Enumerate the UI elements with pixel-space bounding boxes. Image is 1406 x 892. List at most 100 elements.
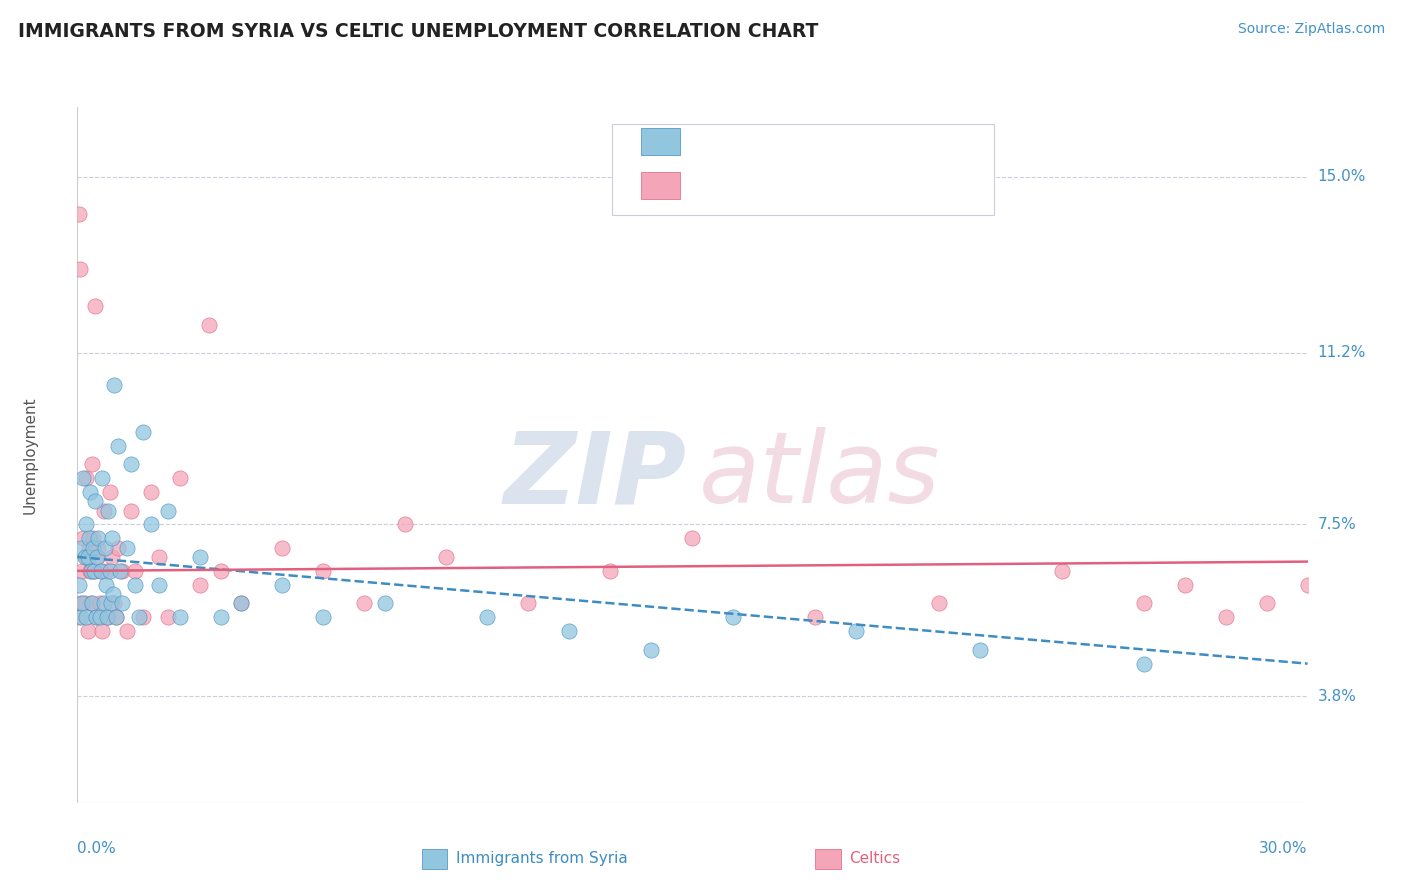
Point [197, 318, 219, 332]
Point [640, 642, 662, 657]
Point [969, 642, 991, 657]
Point [394, 517, 416, 532]
Text: N =: N = [859, 134, 893, 149]
Point [209, 564, 232, 578]
FancyBboxPatch shape [641, 128, 681, 154]
Point [682, 532, 704, 546]
Point [84, 610, 107, 624]
Point [209, 610, 232, 624]
Point [67, 610, 90, 624]
Point [1132, 657, 1154, 671]
Point [105, 610, 128, 624]
Point [67, 207, 90, 221]
Point [231, 596, 253, 610]
Point [517, 596, 540, 610]
Point [70, 564, 93, 578]
Point [83, 300, 105, 314]
Point [271, 541, 294, 555]
Point [79, 485, 101, 500]
Point [128, 610, 150, 624]
Point [156, 610, 179, 624]
Point [1050, 564, 1073, 578]
Point [101, 549, 124, 564]
Point [90, 564, 112, 578]
Point [111, 596, 134, 610]
Point [80, 457, 103, 471]
Point [98, 485, 121, 500]
Point [94, 541, 117, 555]
Point [67, 578, 90, 592]
Text: ZIP: ZIP [503, 427, 686, 524]
Point [98, 564, 121, 578]
Point [75, 549, 97, 564]
Point [374, 596, 396, 610]
Point [156, 503, 179, 517]
FancyBboxPatch shape [641, 172, 681, 199]
Point [115, 624, 138, 639]
Point [1296, 578, 1319, 592]
Point [90, 624, 114, 639]
Point [723, 610, 745, 624]
Point [1132, 596, 1154, 610]
Point [115, 541, 138, 555]
Text: Source: ZipAtlas.com: Source: ZipAtlas.com [1237, 22, 1385, 37]
Point [89, 596, 111, 610]
Point [76, 624, 98, 639]
Point [82, 541, 104, 555]
Point [231, 596, 253, 610]
Text: 0.0%: 0.0% [77, 841, 117, 856]
Point [80, 596, 103, 610]
Point [89, 610, 111, 624]
Point [83, 564, 105, 578]
Point [103, 378, 125, 392]
Point [132, 610, 155, 624]
Point [148, 578, 170, 592]
Point [107, 439, 129, 453]
Point [80, 564, 103, 578]
Point [75, 471, 97, 485]
Point [80, 596, 103, 610]
Text: Immigrants from Syria: Immigrants from Syria [456, 851, 627, 865]
Point [86, 549, 108, 564]
Point [77, 541, 100, 555]
Text: Unemployment: Unemployment [22, 396, 38, 514]
Point [353, 596, 375, 610]
Point [928, 596, 950, 610]
Point [70, 596, 93, 610]
Point [111, 564, 134, 578]
Point [105, 610, 128, 624]
Point [86, 549, 108, 564]
Point [188, 549, 212, 564]
Point [79, 564, 101, 578]
Point [103, 587, 125, 601]
Point [107, 541, 129, 555]
Text: 3.8%: 3.8% [1317, 689, 1357, 704]
Point [169, 610, 191, 624]
Point [76, 549, 98, 564]
Point [94, 578, 117, 592]
Point [93, 596, 115, 610]
Point [845, 624, 868, 639]
Point [90, 471, 114, 485]
Point [94, 564, 117, 578]
Point [77, 532, 100, 546]
Text: 70: 70 [914, 178, 935, 194]
Point [87, 541, 110, 555]
Text: Celtics: Celtics [849, 851, 900, 865]
Point [271, 578, 294, 592]
Point [124, 578, 146, 592]
Text: 30.0%: 30.0% [1260, 841, 1308, 856]
Point [1174, 578, 1197, 592]
Point [83, 564, 105, 578]
Text: 7.5%: 7.5% [1317, 517, 1357, 532]
Point [97, 610, 120, 624]
Point [558, 624, 581, 639]
Point [69, 610, 91, 624]
Text: 58: 58 [914, 134, 935, 149]
Point [100, 596, 122, 610]
Point [73, 549, 96, 564]
Point [599, 564, 621, 578]
Point [70, 596, 93, 610]
Point [436, 549, 458, 564]
Point [90, 564, 112, 578]
